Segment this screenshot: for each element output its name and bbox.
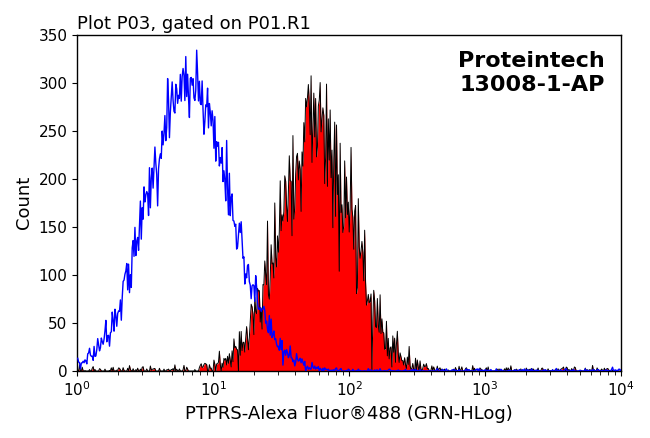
X-axis label: PTPRS-Alexa Fluor®488 (GRN-HLog): PTPRS-Alexa Fluor®488 (GRN-HLog) xyxy=(185,405,513,423)
Text: Plot P03, gated on P01.R1: Plot P03, gated on P01.R1 xyxy=(77,15,311,33)
Y-axis label: Count: Count xyxy=(15,176,33,230)
Text: Proteintech
13008-1-AP: Proteintech 13008-1-AP xyxy=(458,51,605,95)
